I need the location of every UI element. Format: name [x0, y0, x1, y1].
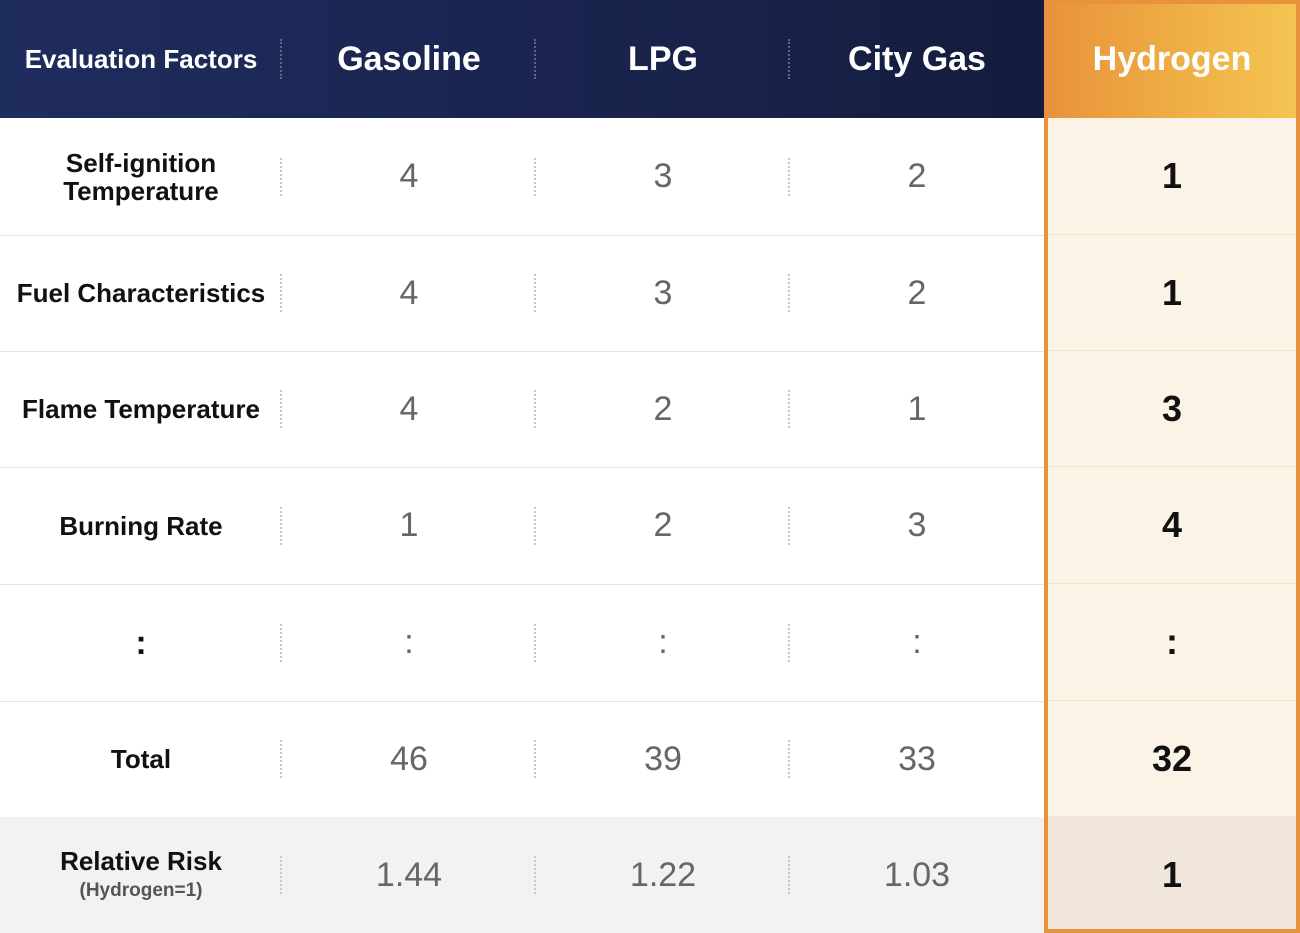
row-label: Relative Risk (Hydrogen=1): [0, 817, 282, 933]
row-label: Self-ignition Temperature: [0, 118, 282, 235]
table-header-row: Evaluation Factors Gasoline LPG City Gas…: [0, 0, 1300, 118]
cell-city-gas: :: [912, 623, 922, 661]
header-city-gas: City Gas: [848, 39, 986, 78]
cell-city-gas: 1.03: [883, 855, 951, 894]
header-gasoline: Gasoline: [282, 0, 536, 118]
table-row-flame-temperature: Flame Temperature 4 2 1 3: [0, 351, 1300, 468]
cell-lpg: :: [536, 584, 790, 701]
header-lpg: LPG: [536, 0, 790, 118]
cell-gasoline: 4: [282, 235, 536, 351]
cell-city-gas: 33: [898, 739, 936, 778]
table-row-burning-rate: Burning Rate 1 2 3 4: [0, 467, 1300, 585]
cell-lpg: 3: [536, 235, 790, 351]
header-evaluation-factors: Evaluation Factors: [0, 0, 282, 118]
cell-lpg: 39: [536, 701, 790, 817]
table-row-self-ignition: Self-ignition Temperature 4 3 2 1: [0, 118, 1300, 236]
row-label: Total: [0, 701, 282, 817]
cell-gasoline: 4: [282, 351, 536, 467]
cell-city-gas: 2: [907, 273, 927, 312]
cell-lpg: 1.22: [536, 817, 790, 933]
cell-lpg: 2: [536, 467, 790, 584]
cell-gasoline: 46: [282, 701, 536, 817]
relative-risk-label: Relative Risk: [60, 846, 222, 876]
row-label: Fuel Characteristics: [0, 235, 282, 351]
row-label-line2: Temperature: [63, 175, 219, 206]
row-label: :: [0, 584, 282, 701]
table-row-ellipsis: : : : : :: [0, 584, 1300, 702]
table-row-relative-risk: Relative Risk (Hydrogen=1) 1.44 1.22 1.03…: [0, 817, 1300, 933]
relative-risk-sublabel: (Hydrogen=1): [79, 880, 203, 901]
cell-hydrogen: :: [1044, 584, 1300, 701]
cell-city-gas: 3: [907, 506, 927, 544]
row-label: Burning Rate: [0, 467, 282, 584]
cell-gasoline: 1: [282, 467, 536, 584]
row-label: Flame Temperature: [0, 351, 282, 467]
cell-gasoline: :: [282, 584, 536, 701]
table-row-total: Total 46 39 33 32: [0, 701, 1300, 818]
cell-gasoline: 4: [282, 118, 536, 235]
cell-lpg: 2: [536, 351, 790, 467]
header-hydrogen: Hydrogen: [1044, 0, 1300, 118]
cell-gasoline: 1.44: [282, 817, 536, 933]
cell-city-gas: 1: [907, 389, 927, 428]
cell-lpg: 3: [536, 118, 790, 235]
cell-hydrogen: 1: [1044, 235, 1300, 351]
cell-hydrogen: 3: [1044, 351, 1300, 467]
row-label-line1: Self-ignition: [65, 147, 217, 178]
cell-hydrogen: 1: [1044, 817, 1300, 933]
cell-hydrogen: 4: [1044, 467, 1300, 584]
cell-city-gas: 2: [907, 157, 927, 195]
cell-hydrogen: 1: [1044, 118, 1300, 235]
cell-hydrogen: 32: [1044, 701, 1300, 817]
table-row-fuel-characteristics: Fuel Characteristics 4 3 2 1: [0, 235, 1300, 352]
